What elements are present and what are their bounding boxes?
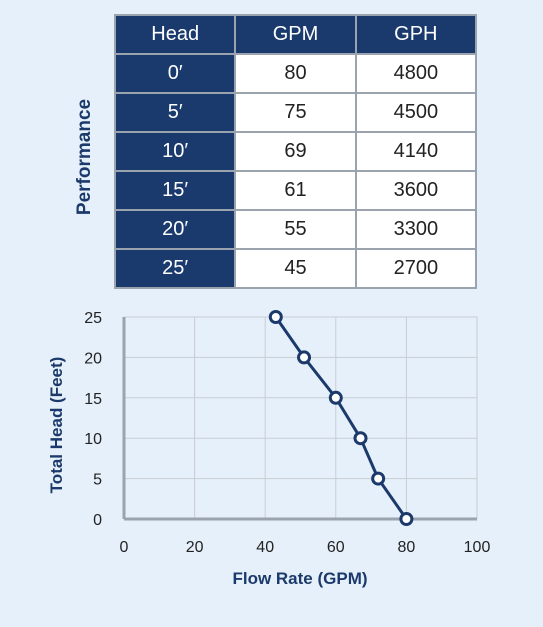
header-gph: GPH (354, 14, 478, 55)
table-row: 10′ 69 4140 (113, 131, 478, 172)
x-tick-label: 60 (327, 539, 345, 556)
x-tick-label: 20 (186, 539, 204, 556)
gpm-cell: 45 (234, 248, 357, 289)
table-row: 20′ 55 3300 (113, 209, 478, 250)
data-point (328, 390, 343, 405)
head-cell: 20′ (113, 209, 237, 250)
y-tick-label: 20 (84, 350, 102, 367)
y-tick-label: 10 (84, 431, 102, 448)
data-point (297, 350, 312, 365)
x-axis-label: Flow Rate (GPM) (232, 569, 367, 588)
x-tick-label: 40 (256, 539, 274, 556)
gph-cell: 4500 (354, 92, 478, 133)
gph-cell: 2700 (354, 248, 478, 289)
head-cell: 10′ (113, 131, 237, 172)
x-tick-label: 80 (398, 539, 416, 556)
head-cell: 15′ (113, 170, 237, 211)
plot-area (124, 317, 477, 519)
y-axis-label: Total Head (Feet) (47, 357, 66, 494)
x-tick-label: 100 (464, 539, 491, 556)
data-point (353, 431, 368, 446)
gph-cell: 4800 (354, 53, 478, 94)
head-cell: 5′ (113, 92, 237, 133)
data-point (371, 471, 386, 486)
y-tick-label: 25 (84, 310, 102, 327)
table-row: 15′ 61 3600 (113, 170, 478, 211)
head-cell: 0′ (113, 53, 237, 94)
header-head: Head (113, 14, 237, 55)
gph-cell: 3300 (354, 209, 478, 250)
gpm-cell: 80 (234, 53, 357, 94)
gpm-cell: 55 (234, 209, 357, 250)
head-cell: 25′ (113, 248, 237, 289)
series-line (274, 316, 408, 520)
gph-cell: 3600 (354, 170, 478, 211)
y-tick-label: 5 (93, 472, 102, 489)
performance-table: Head GPM GPH 0′ 80 4800 5′ 75 4500 10′ 6… (113, 14, 478, 289)
gpm-cell: 75 (234, 92, 357, 133)
header-gpm: GPM (234, 14, 357, 55)
table-row: 5′ 75 4500 (113, 92, 478, 133)
data-point (399, 512, 414, 526)
table-row: 0′ 80 4800 (113, 53, 478, 94)
gpm-cell: 69 (234, 131, 357, 172)
gpm-cell: 61 (234, 170, 357, 211)
data-point (268, 310, 283, 324)
y-tick-label: 15 (84, 391, 102, 408)
x-tick-label: 0 (120, 539, 129, 556)
table-header-row: Head GPM GPH (113, 14, 478, 55)
table-row: 25′ 45 2700 (113, 248, 478, 289)
y-tick-label: 0 (93, 512, 102, 529)
gph-cell: 4140 (354, 131, 478, 172)
